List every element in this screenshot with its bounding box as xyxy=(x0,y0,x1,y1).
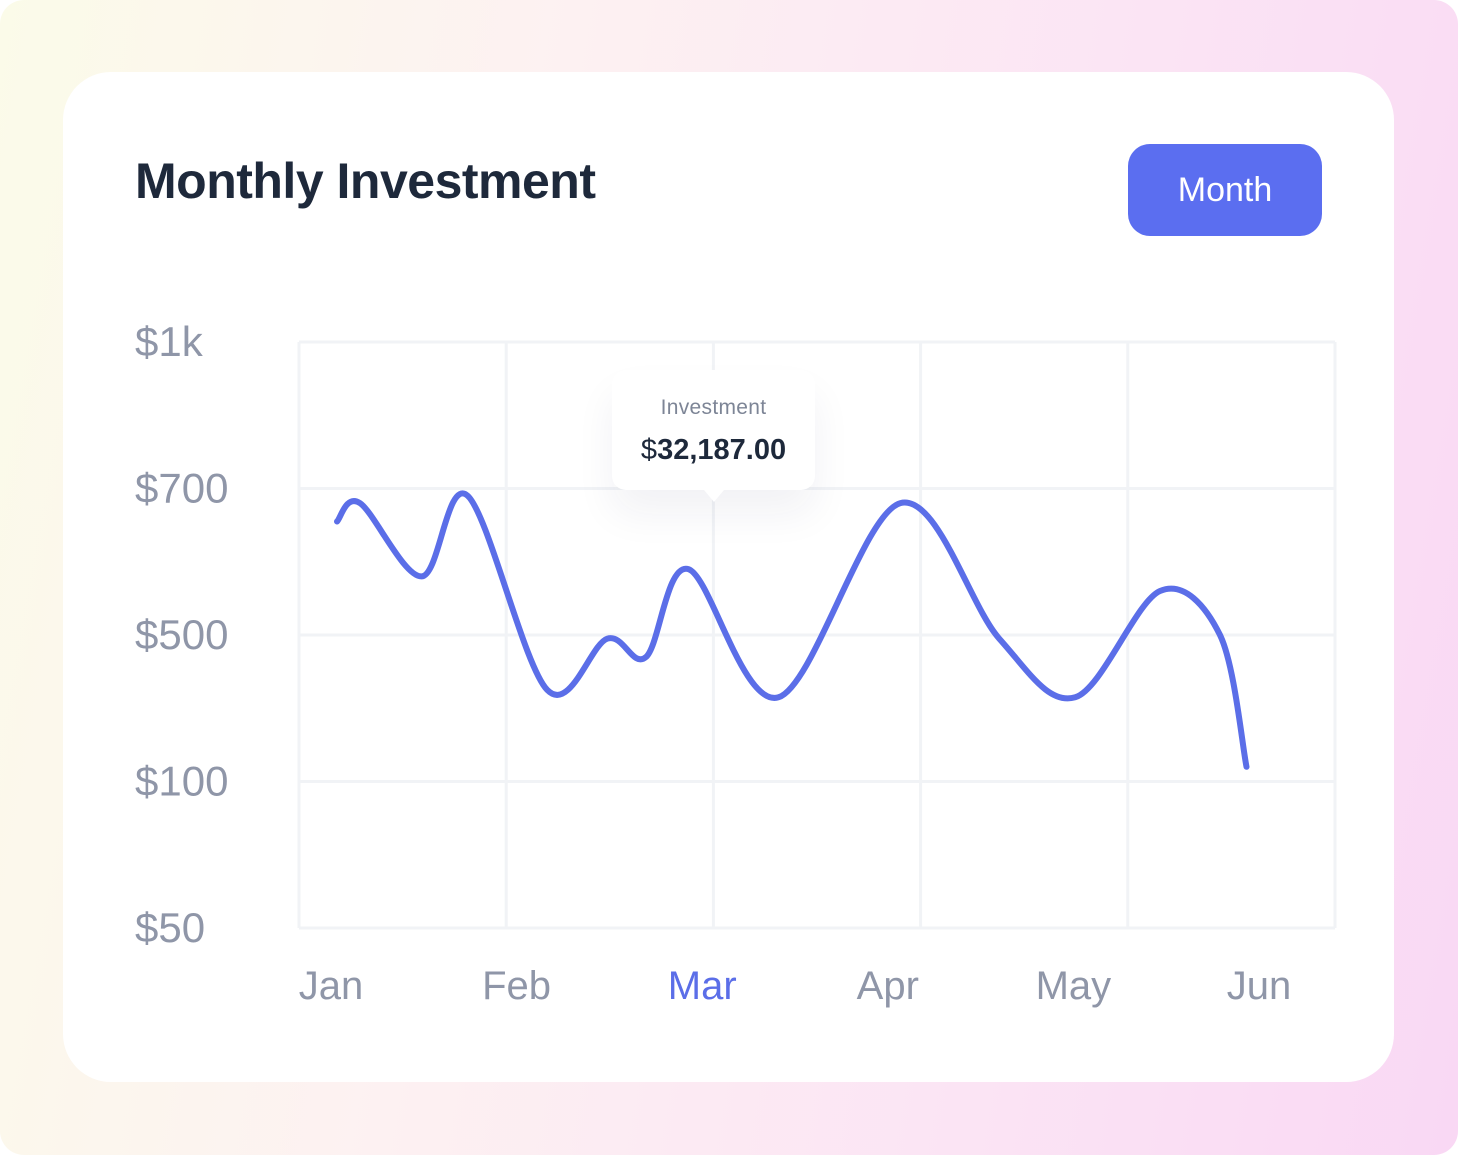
y-axis: $1k $700 $500 $100 $50 xyxy=(135,318,228,951)
x-tick-label-jan: Jan xyxy=(299,964,364,1008)
series-line xyxy=(334,490,1250,770)
x-tick-label-mar: Mar xyxy=(668,964,737,1008)
chart-grid xyxy=(297,340,1337,930)
y-tick-label: $50 xyxy=(135,904,205,951)
value-tooltip: Investment $32,187.00 xyxy=(612,370,815,502)
tooltip-label: Investment xyxy=(660,396,767,419)
tooltip-amount: 32,187.00 xyxy=(657,434,787,466)
y-tick-label: $100 xyxy=(135,758,228,805)
investment-card: $1k $700 $500 $100 $50 Jan Feb Mar Apr May Jun Mo… xyxy=(63,72,1394,1082)
x-axis: Jan Feb Mar Apr May Jun xyxy=(299,964,1292,1008)
y-tick-label: $1k xyxy=(135,318,204,365)
x-tick-label-feb: Feb xyxy=(482,964,551,1008)
x-tick-label-apr: Apr xyxy=(857,964,919,1008)
y-tick-label: $500 xyxy=(135,611,228,658)
x-tick-label-jun: Jun xyxy=(1227,964,1292,1008)
period-month-button[interactable]: Month xyxy=(1128,144,1322,236)
x-tick-label-may: May xyxy=(1036,964,1112,1008)
y-tick-label: $700 xyxy=(135,465,228,512)
card-title: Monthly Investment xyxy=(135,153,596,209)
line-chart: $1k $700 $500 $100 $50 Jan Feb Mar Apr May Jun xyxy=(135,318,1337,1008)
tooltip-value: $32,187.00 xyxy=(612,434,815,467)
tooltip-currency: $ xyxy=(640,434,658,466)
